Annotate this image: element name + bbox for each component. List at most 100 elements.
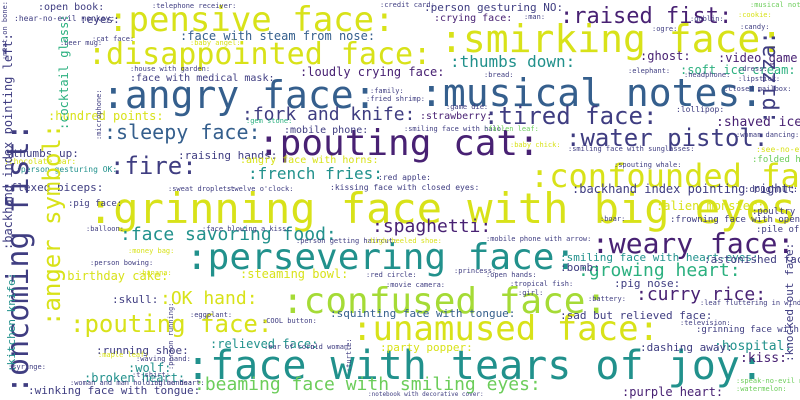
word: :pensive face:: [108, 0, 395, 40]
word: :red circle:: [366, 271, 417, 279]
word: :unamused face:: [352, 309, 660, 349]
word: :video game:: [718, 51, 800, 65]
word: :pig nose:: [614, 277, 681, 290]
word: :fried shrimp:: [366, 95, 426, 103]
word: :baby chick:: [510, 141, 561, 149]
word: :smiling face with heart-eyes:: [560, 251, 759, 264]
word: :watermelon:: [736, 385, 787, 393]
word: :disappointed face:: [88, 37, 432, 72]
word: :raising hands:: [178, 149, 278, 162]
word: :ghost:: [640, 49, 691, 63]
word: :fork and knife:: [242, 104, 416, 125]
word: :confounded face:: [530, 157, 800, 195]
word: :tropical fish:: [510, 280, 574, 288]
word: :grinning face with big eyes:: [88, 184, 800, 233]
word: :doughnut:: [744, 185, 799, 195]
word: :anger symbol:: [38, 123, 66, 326]
word: :mobile phone:: [284, 125, 369, 136]
word: :curry rice:: [636, 284, 767, 305]
word: :lipstick:: [738, 75, 781, 83]
word: :pile of poo:: [756, 225, 800, 235]
word: :telephone receiver:: [152, 2, 237, 10]
word: :syringe:: [8, 363, 46, 371]
word: :broken heart:: [84, 371, 186, 385]
word: :dress:: [738, 65, 768, 73]
word: :kissing face with closed eyes:: [330, 183, 480, 192]
word: :crying face:: [434, 13, 513, 24]
word: :person gesturing NO:: [424, 1, 564, 14]
word: :weary face:: [592, 227, 795, 260]
word: :waving hand:: [136, 355, 191, 363]
word: :astonished face:: [704, 253, 800, 266]
word: :headphone:: [684, 71, 731, 79]
word: :beaming face with smiling eyes:: [194, 374, 541, 395]
word: :old woman:: [306, 343, 353, 351]
word: :open hands:: [486, 271, 537, 279]
word: :squinting face with tongue:: [330, 307, 516, 320]
word: :french fries:: [248, 164, 383, 183]
word: :poultry leg:: [752, 207, 800, 217]
word: :party popper:: [380, 341, 473, 354]
word: :movie camera:: [386, 281, 446, 289]
word: :girl:: [518, 289, 544, 297]
word: :see-no-evil monkey:: [756, 145, 800, 154]
word: :sleepy face:: [104, 120, 261, 144]
word: :credit card:: [380, 1, 435, 9]
word: :hear-no-evil monkey:: [14, 14, 116, 23]
word: :winking face with tongue:: [28, 384, 201, 397]
word: :musical notes:: [420, 71, 764, 115]
word: :COOL button:: [262, 317, 317, 325]
word: :balloon:: [86, 225, 124, 233]
word: :relieved face:: [210, 337, 319, 351]
word: :person gesturing OK:: [16, 165, 118, 174]
word: :woman and man holding hands:: [70, 379, 193, 387]
word: :purple heart:: [622, 385, 724, 399]
word: :face savoring food:: [120, 224, 337, 245]
word: :microphone:: [95, 89, 103, 140]
word: :alien monster:: [656, 199, 765, 213]
word: :face with tears of joy:: [186, 343, 764, 389]
word: :banana:: [138, 269, 172, 277]
word: :high-heeled shoe:: [366, 237, 442, 245]
word: :man:: [524, 13, 546, 21]
word: :raised fist:: [560, 4, 733, 29]
word: :battery:: [588, 295, 626, 303]
word: :strawberry:: [420, 111, 493, 122]
word: :thumbs down:: [450, 52, 576, 71]
word: :steaming bowl:: [240, 267, 349, 281]
word: :t-shirt:: [132, 371, 170, 379]
word: :lollipop:: [676, 105, 725, 114]
word: :loudly crying face:: [300, 65, 445, 79]
word: :knocked-out face:: [783, 242, 796, 362]
word: :house with garden:: [130, 65, 211, 73]
word: :thumbs up:: [6, 147, 79, 160]
word: :smirking face:: [440, 17, 784, 61]
word: :backhand index pointing right:: [572, 182, 796, 196]
word: :person bowing:: [90, 259, 154, 267]
word: :person getting haircut:: [296, 237, 398, 245]
word: :turtle:: [345, 338, 353, 372]
word: :kiss:: [740, 351, 787, 366]
word: :fire:: [110, 152, 197, 180]
word: :mobile phone with arrow:: [486, 235, 592, 243]
word: :chocolate bar:: [4, 157, 77, 166]
word: :cocktail glass:: [57, 14, 71, 130]
word: :grinning face with sweat:: [696, 325, 800, 335]
word: :goblin:: [690, 15, 724, 23]
word: :game die:: [446, 103, 489, 111]
word: :frowning face with open mouth:: [670, 215, 800, 225]
word: :face with steam from nose:: [180, 29, 376, 43]
word: :tired face:: [484, 102, 658, 130]
word: :OK hand:: [160, 288, 258, 309]
word: :eggplant:: [190, 311, 233, 319]
word: :speak-no-evil monkey:: [736, 377, 800, 385]
word: :ear of corn:: [264, 343, 319, 351]
word: :money bag:: [128, 247, 175, 255]
word: :beer mug:: [60, 39, 103, 47]
word: :smiling face with halo:: [404, 125, 506, 133]
word: :red apple:: [378, 173, 431, 182]
word: :backhand index pointing left:: [1, 33, 15, 250]
word: :kitchen knife:: [5, 272, 18, 372]
word: :meat on bone:: [1, 0, 9, 60]
word: :gem stone:: [246, 117, 293, 125]
